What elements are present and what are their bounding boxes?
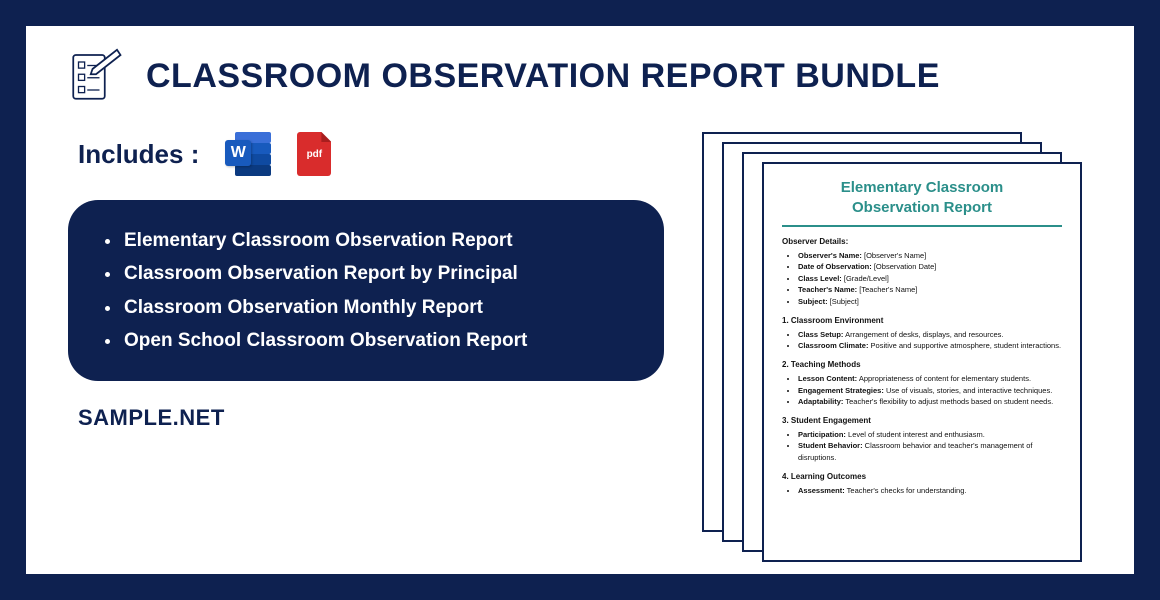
includes-row: Includes : W pdf [78,132,664,176]
doc-title: Elementary Classroom Observation Report [782,178,1062,227]
left-column: Includes : W pdf Elementary Classroom Ob… [68,132,664,431]
doc-sec4-list: Assessment: Teacher's checks for underst… [782,485,1062,497]
document-stack: Elementary Classroom Observation Report … [702,132,1092,552]
checklist-icon [68,48,124,104]
doc-sec1-list: Class Setup: Arrangement of desks, displ… [782,329,1062,352]
doc-section-heading: 1. Classroom Environment [782,316,1062,325]
doc-section-heading: 2. Teaching Methods [782,360,1062,369]
doc-li: Assessment: Teacher's checks for underst… [798,485,1062,497]
doc-li: Teacher's Name: [Teacher's Name] [798,284,1062,296]
doc-section-heading: 4. Learning Outcomes [782,472,1062,481]
word-icon-letter: W [225,140,251,166]
doc-sec2-list: Lesson Content: Appropriateness of conte… [782,373,1062,408]
list-item: Open School Classroom Observation Report [122,324,630,357]
stack-page-front: Elementary Classroom Observation Report … [762,162,1082,562]
includes-label: Includes : [78,139,199,170]
pdf-icon-label: pdf [307,149,323,160]
doc-section-heading: Observer Details: [782,237,1062,246]
doc-section-heading: 3. Student Engagement [782,416,1062,425]
bundle-list: Elementary Classroom Observation Report … [118,224,630,357]
doc-sec3-list: Participation: Level of student interest… [782,429,1062,464]
doc-li: Participation: Level of student interest… [798,429,1062,441]
doc-li: Subject: [Subject] [798,296,1062,308]
brand-label: SAMPLE.NET [78,405,664,431]
card: CLASSROOM OBSERVATION REPORT BUNDLE Incl… [26,26,1134,574]
content-row: Includes : W pdf Elementary Classroom Ob… [68,132,1092,552]
doc-li: Class Setup: Arrangement of desks, displ… [798,329,1062,341]
doc-li: Lesson Content: Appropriateness of conte… [798,373,1062,385]
doc-li: Date of Observation: [Observation Date] [798,261,1062,273]
doc-li: Student Behavior: Classroom behavior and… [798,440,1062,463]
doc-li: Adaptability: Teacher's flexibility to a… [798,396,1062,408]
bundle-list-pill: Elementary Classroom Observation Report … [68,200,664,381]
word-icon: W [225,132,271,176]
header: CLASSROOM OBSERVATION REPORT BUNDLE [68,48,1092,104]
list-item: Elementary Classroom Observation Report [122,224,630,257]
list-item: Classroom Observation Monthly Report [122,291,630,324]
pdf-icon: pdf [297,132,331,176]
doc-li: Engagement Strategies: Use of visuals, s… [798,385,1062,397]
list-item: Classroom Observation Report by Principa… [122,257,630,290]
page-title: CLASSROOM OBSERVATION REPORT BUNDLE [146,57,940,96]
doc-li: Class Level: [Grade/Level] [798,273,1062,285]
doc-observer-list: Observer's Name: [Observer's Name] Date … [782,250,1062,308]
doc-li: Classroom Climate: Positive and supporti… [798,340,1062,352]
doc-li: Observer's Name: [Observer's Name] [798,250,1062,262]
